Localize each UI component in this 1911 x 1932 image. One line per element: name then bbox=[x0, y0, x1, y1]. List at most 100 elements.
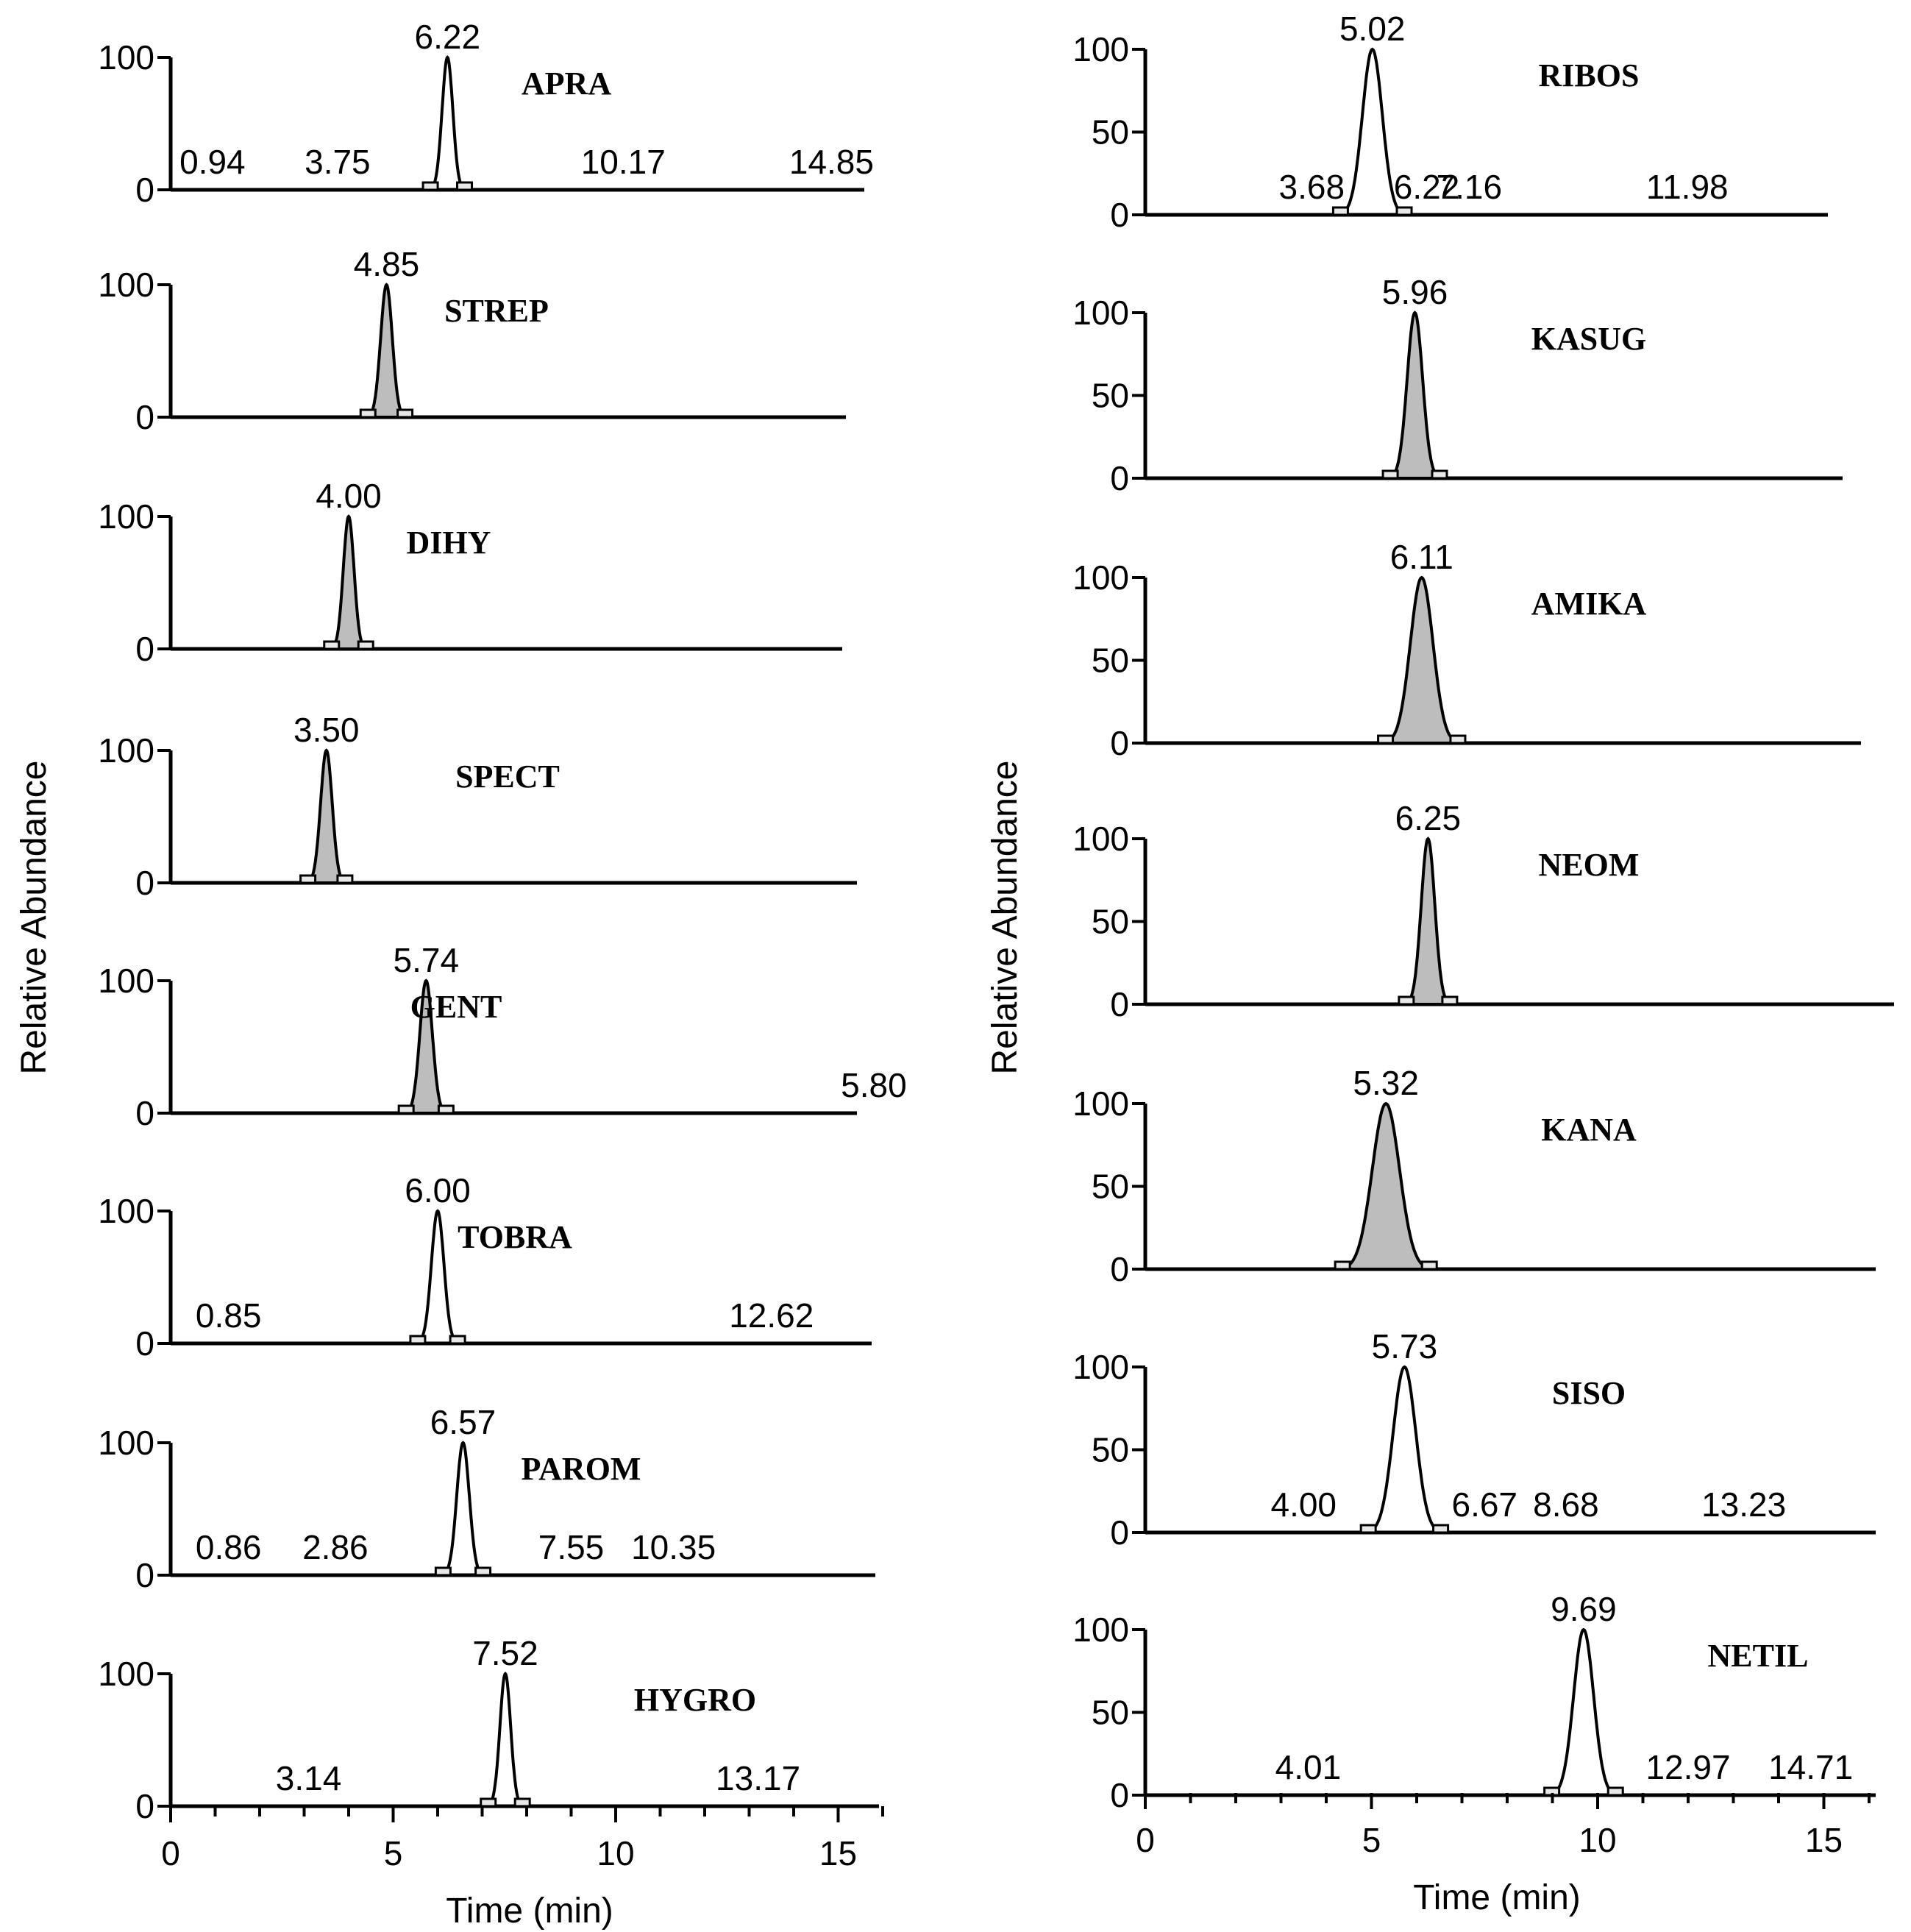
minor-peak-label: 8.68 bbox=[1533, 1485, 1599, 1524]
panel-kasug: 100 50 0 5.96 KASUG bbox=[1072, 273, 1843, 497]
y-axis-title: Relative Abundance bbox=[986, 761, 1025, 1075]
compound-name: NETIL bbox=[1708, 1638, 1809, 1674]
y-tick-label: 0 bbox=[1110, 985, 1129, 1023]
integration-marker bbox=[299, 874, 317, 884]
peak-rt-label: 5.96 bbox=[1382, 273, 1448, 311]
integration-marker bbox=[421, 181, 439, 191]
time-axis: 0 5 10 15 Time (min) bbox=[161, 1806, 884, 1931]
peak-rt-label: 7.52 bbox=[472, 1634, 538, 1672]
y-tick-label: 50 bbox=[1092, 903, 1129, 941]
minor-peak-label: 6.22 bbox=[1394, 168, 1460, 206]
y-tick-label: 100 bbox=[1072, 30, 1129, 68]
panel-kana: 100 50 0 5.32 KANA bbox=[1072, 1064, 1876, 1288]
y-tick-label: 50 bbox=[1092, 642, 1129, 680]
peak-rt-label: 3.50 bbox=[293, 711, 360, 749]
y-tick-label: 0 bbox=[1110, 1250, 1129, 1288]
minor-peak-label: 5.80 bbox=[841, 1066, 907, 1104]
minor-peak-label: 0.86 bbox=[196, 1528, 262, 1566]
minor-peak-label: 0.85 bbox=[196, 1296, 262, 1335]
integration-marker bbox=[1420, 1260, 1438, 1271]
y-tick-label: 100 bbox=[1072, 820, 1129, 858]
minor-peak-label: 13.23 bbox=[1701, 1485, 1786, 1524]
y-tick-label: 50 bbox=[1092, 377, 1129, 415]
peak-trace bbox=[1304, 1101, 1467, 1271]
minor-peak-label: 0.94 bbox=[179, 143, 246, 181]
peak-rt-label: 6.00 bbox=[405, 1171, 471, 1210]
y-tick-label: 0 bbox=[135, 171, 154, 209]
peak-rt-label: 6.25 bbox=[1395, 799, 1462, 837]
minor-peak-label: 11.98 bbox=[1646, 168, 1729, 206]
y-tick-label: 100 bbox=[98, 1192, 154, 1230]
peak-trace bbox=[316, 514, 381, 650]
integration-marker bbox=[409, 1335, 427, 1345]
y-tick-label: 0 bbox=[135, 398, 154, 436]
panel-netil: 100 50 0 9.69 NETIL 4.01 12.97 14.71 bbox=[1072, 1590, 1876, 1814]
peak-trace bbox=[415, 55, 480, 191]
compound-name: KANA bbox=[1541, 1112, 1637, 1148]
x-axis-title: Time (min) bbox=[1413, 1878, 1581, 1917]
peak-rt-label: 4.85 bbox=[354, 245, 420, 283]
integration-marker bbox=[396, 408, 414, 419]
x-tick-label: 10 bbox=[1579, 1821, 1616, 1859]
peak-trace bbox=[1353, 575, 1490, 745]
panel-siso: 100 50 0 5.73 SISO 4.00 6.67 8.68 13.23 bbox=[1072, 1327, 1876, 1552]
integration-marker bbox=[1359, 1524, 1377, 1534]
integration-marker bbox=[397, 1104, 415, 1115]
integration-marker bbox=[336, 874, 354, 884]
x-tick-label: 15 bbox=[819, 1834, 857, 1872]
y-tick-label: 100 bbox=[98, 38, 154, 77]
y-tick-label: 0 bbox=[135, 1556, 154, 1594]
x-tick-label: 15 bbox=[1805, 1821, 1843, 1859]
peak-trace bbox=[1523, 1627, 1644, 1797]
peak-trace bbox=[352, 283, 421, 419]
y-axis-title: Relative Abundance bbox=[15, 761, 54, 1075]
panel-neom: 100 50 0 6.25 NEOM bbox=[1072, 799, 1894, 1023]
peak-rt-label: 5.74 bbox=[394, 941, 460, 979]
y-tick-label: 100 bbox=[1072, 1084, 1129, 1123]
y-tick-label: 100 bbox=[1072, 1348, 1129, 1386]
minor-peak-label: 3.14 bbox=[276, 1759, 342, 1797]
peak-rt-label: 4.00 bbox=[316, 477, 382, 515]
minor-peak-label: 4.00 bbox=[1270, 1485, 1337, 1524]
y-tick-label: 0 bbox=[135, 1787, 154, 1825]
peak-rt-label: 9.69 bbox=[1551, 1590, 1617, 1628]
y-tick-label: 0 bbox=[135, 864, 154, 902]
integration-marker bbox=[437, 1104, 455, 1115]
integration-marker bbox=[323, 640, 341, 650]
minor-peak-label: 2.86 bbox=[302, 1528, 369, 1566]
integration-marker bbox=[1377, 734, 1395, 745]
x-tick-label: 0 bbox=[161, 1834, 180, 1872]
integration-marker bbox=[1606, 1786, 1624, 1797]
integration-marker bbox=[1441, 995, 1459, 1006]
minor-peak-label: 10.35 bbox=[631, 1528, 716, 1566]
peak-rt-label: 5.73 bbox=[1372, 1327, 1438, 1365]
compound-name: APRA bbox=[522, 65, 611, 102]
panel-apra: 100 0 6.22 APRA 0.94 3.75 10.17 14.85 bbox=[98, 18, 874, 209]
integration-marker bbox=[1395, 206, 1413, 216]
peak-trace bbox=[473, 1672, 538, 1808]
y-tick-label: 0 bbox=[1110, 1776, 1129, 1814]
compound-name: TOBRA bbox=[458, 1219, 572, 1255]
y-tick-label: 0 bbox=[135, 630, 154, 668]
time-axis: 0 5 10 15 Time (min) bbox=[1136, 1793, 1871, 1917]
y-tick-label: 100 bbox=[98, 731, 154, 770]
integration-marker bbox=[474, 1566, 492, 1577]
panel-tobra: 100 0 6.00 TOBRA 0.85 12.62 bbox=[98, 1171, 872, 1363]
compound-name: STREP bbox=[444, 293, 549, 329]
x-tick-label: 10 bbox=[597, 1834, 634, 1872]
minor-peak-label: 4.01 bbox=[1275, 1748, 1342, 1786]
integration-marker bbox=[1334, 1260, 1351, 1271]
minor-peak-label: 13.17 bbox=[716, 1759, 800, 1797]
compound-name: HYGRO bbox=[634, 1682, 756, 1718]
compound-name: DIHY bbox=[407, 525, 491, 561]
minor-peak-label: 10.17 bbox=[581, 143, 666, 181]
compound-name: NEOM bbox=[1539, 847, 1640, 883]
peak-trace bbox=[1368, 310, 1461, 480]
minor-peak-label: 3.75 bbox=[305, 143, 371, 181]
y-tick-label: 50 bbox=[1092, 1431, 1129, 1469]
peak-trace bbox=[425, 1441, 500, 1577]
y-tick-label: 0 bbox=[1110, 1513, 1129, 1552]
x-tick-label: 0 bbox=[1136, 1821, 1155, 1859]
